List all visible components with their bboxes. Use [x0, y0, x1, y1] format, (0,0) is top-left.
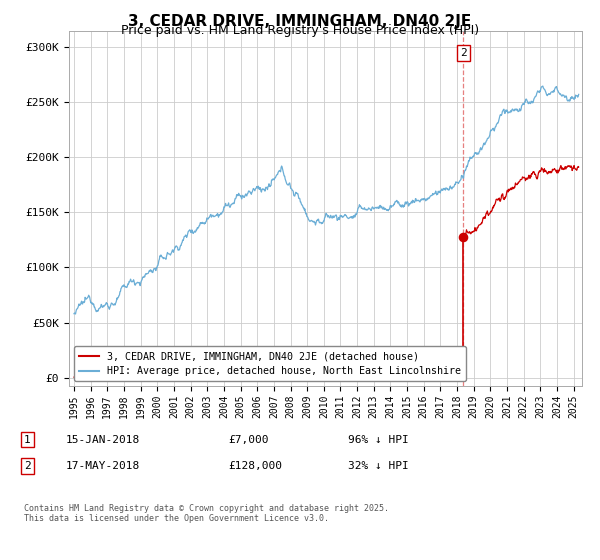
- Text: 17-MAY-2018: 17-MAY-2018: [66, 461, 140, 471]
- Text: 96% ↓ HPI: 96% ↓ HPI: [348, 435, 409, 445]
- Text: 3, CEDAR DRIVE, IMMINGHAM, DN40 2JE: 3, CEDAR DRIVE, IMMINGHAM, DN40 2JE: [128, 14, 472, 29]
- Text: Contains HM Land Registry data © Crown copyright and database right 2025.
This d: Contains HM Land Registry data © Crown c…: [24, 504, 389, 524]
- Text: Price paid vs. HM Land Registry's House Price Index (HPI): Price paid vs. HM Land Registry's House …: [121, 24, 479, 37]
- Legend: 3, CEDAR DRIVE, IMMINGHAM, DN40 2JE (detached house), HPI: Average price, detach: 3, CEDAR DRIVE, IMMINGHAM, DN40 2JE (det…: [74, 347, 466, 381]
- Text: £7,000: £7,000: [228, 435, 269, 445]
- Text: 15-JAN-2018: 15-JAN-2018: [66, 435, 140, 445]
- Point: [453, 366, 463, 375]
- Text: 1: 1: [24, 435, 31, 445]
- Text: 2: 2: [24, 461, 31, 471]
- Text: £128,000: £128,000: [228, 461, 282, 471]
- Point: [458, 232, 468, 241]
- Text: 2: 2: [460, 48, 467, 58]
- Text: 32% ↓ HPI: 32% ↓ HPI: [348, 461, 409, 471]
